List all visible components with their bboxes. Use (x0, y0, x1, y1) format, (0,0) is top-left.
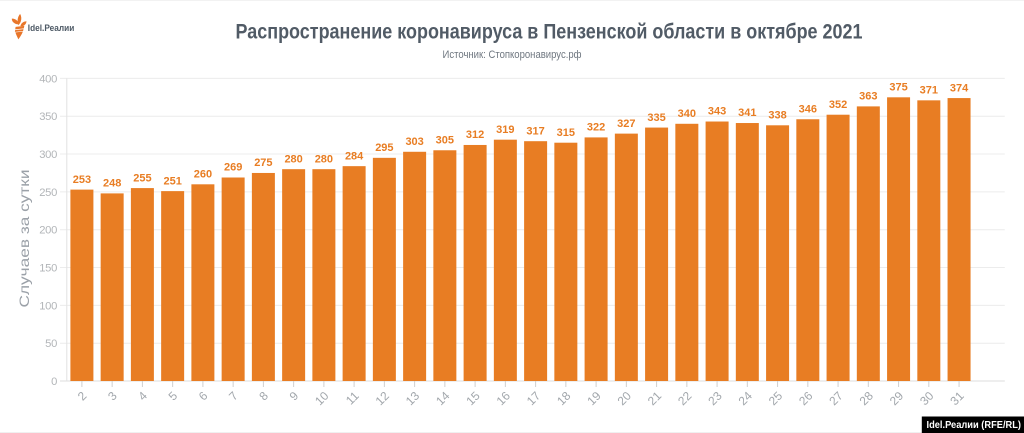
svg-text:312: 312 (466, 129, 484, 141)
svg-text:50: 50 (45, 338, 57, 350)
svg-text:280: 280 (284, 153, 302, 165)
svg-text:Idel.Реалии (RFE/RL): Idel.Реалии (RFE/RL) (927, 420, 1022, 431)
svg-text:322: 322 (587, 122, 605, 134)
svg-text:338: 338 (768, 110, 786, 122)
svg-text:250: 250 (39, 187, 57, 199)
svg-text:280: 280 (315, 153, 333, 165)
svg-text:343: 343 (708, 106, 726, 118)
svg-text:295: 295 (375, 142, 393, 154)
svg-text:Распространение коронавируса в: Распространение коронавируса в Пензенско… (236, 21, 863, 44)
svg-text:352: 352 (829, 99, 847, 111)
svg-text:Случаев за сутки: Случаев за сутки (17, 170, 32, 308)
svg-text:305: 305 (436, 134, 454, 146)
svg-text:319: 319 (496, 124, 514, 136)
svg-text:363: 363 (859, 91, 877, 103)
svg-text:0: 0 (51, 376, 57, 388)
svg-text:150: 150 (39, 263, 57, 275)
svg-text:374: 374 (950, 82, 969, 94)
svg-text:350: 350 (39, 111, 57, 123)
svg-text:248: 248 (103, 178, 121, 190)
svg-text:255: 255 (133, 172, 151, 184)
svg-text:251: 251 (163, 175, 181, 187)
svg-text:300: 300 (39, 149, 57, 161)
svg-text:346: 346 (799, 103, 817, 115)
svg-text:371: 371 (920, 85, 938, 97)
svg-text:100: 100 (39, 300, 57, 312)
svg-text:335: 335 (647, 112, 665, 124)
svg-text:303: 303 (405, 136, 423, 148)
svg-text:340: 340 (678, 108, 696, 120)
svg-text:284: 284 (345, 150, 364, 162)
svg-text:315: 315 (557, 127, 575, 139)
svg-text:275: 275 (254, 157, 272, 169)
svg-text:317: 317 (526, 125, 544, 137)
svg-text:327: 327 (617, 118, 635, 130)
svg-text:Источник: Стопкоронавирус.рф: Источник: Стопкоронавирус.рф (443, 49, 582, 61)
svg-text:253: 253 (73, 174, 91, 186)
svg-text:269: 269 (224, 162, 242, 174)
svg-text:400: 400 (39, 73, 57, 85)
svg-text:341: 341 (738, 107, 756, 119)
svg-text:260: 260 (194, 169, 212, 181)
svg-text:200: 200 (39, 225, 57, 237)
svg-text:Idel.Реалии: Idel.Реалии (28, 23, 75, 33)
svg-text:375: 375 (889, 82, 907, 94)
